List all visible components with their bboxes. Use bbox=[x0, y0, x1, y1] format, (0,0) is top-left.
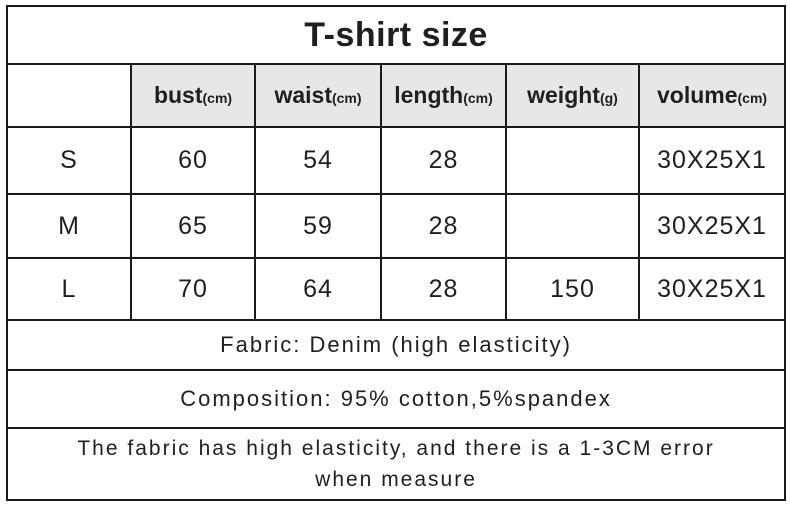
header-label-length: length bbox=[394, 82, 464, 108]
length-value-cell: 28 bbox=[380, 126, 507, 195]
header-label-volume: volume bbox=[656, 82, 738, 108]
measure-note: The fabric has high elasticity, and ther… bbox=[5, 427, 787, 501]
size-row-l: L 70 64 28 150 30X25X1 bbox=[6, 257, 787, 321]
header-row: bust(cm) waist(cm) length(cm) weight(g) … bbox=[6, 63, 787, 128]
header-label-bust: bust bbox=[153, 82, 203, 108]
size-label-cell: L bbox=[6, 257, 132, 321]
size-row-s: S 60 54 28 30X25X1 bbox=[6, 126, 787, 195]
measure-note-row: The fabric has high elasticity, and ther… bbox=[5, 427, 787, 501]
bust-value-cell: 60 bbox=[130, 126, 256, 195]
header-unit-length: (cm) bbox=[463, 90, 493, 106]
measure-note-line2: when measure bbox=[315, 468, 477, 491]
composition-row: Composition: 95% cotton,5%spandex bbox=[5, 369, 787, 429]
length-value-cell: 28 bbox=[380, 193, 507, 259]
header-unit-weight: (g) bbox=[599, 90, 618, 106]
header-cell-volume: volume(cm) bbox=[637, 63, 787, 128]
waist-value-cell: 54 bbox=[254, 126, 382, 195]
volume-value-cell: 30X25X1 bbox=[637, 257, 787, 321]
header-cell-corner bbox=[6, 63, 132, 128]
header-unit-waist: (cm) bbox=[331, 90, 362, 106]
title-row: T-shirt size bbox=[5, 5, 787, 65]
header-unit-bust: (cm) bbox=[202, 90, 233, 106]
weight-value-cell: 150 bbox=[505, 257, 640, 321]
waist-value-cell: 64 bbox=[254, 257, 382, 321]
size-row-m: M 65 59 28 30X25X1 bbox=[6, 193, 787, 259]
size-table: T-shirt size bust(cm) waist(cm) length(c… bbox=[5, 5, 787, 501]
size-chart-image: T-shirt size bust(cm) waist(cm) length(c… bbox=[5, 5, 787, 501]
header-cell-waist: waist(cm) bbox=[254, 63, 382, 128]
fabric-info: Fabric: Denim (high elasticity) bbox=[5, 319, 787, 371]
header-unit-volume: (cm) bbox=[737, 90, 768, 106]
bust-value-cell: 65 bbox=[130, 193, 256, 259]
composition-info: Composition: 95% cotton,5%spandex bbox=[5, 369, 787, 429]
header-label-waist: waist bbox=[274, 82, 332, 108]
waist-value-cell: 59 bbox=[254, 193, 382, 259]
size-label-cell: S bbox=[6, 126, 132, 195]
header-cell-bust: bust(cm) bbox=[130, 63, 256, 128]
header-cell-length: length(cm) bbox=[380, 63, 507, 128]
length-value-cell: 28 bbox=[380, 257, 507, 321]
weight-value-cell bbox=[505, 193, 640, 259]
fabric-row: Fabric: Denim (high elasticity) bbox=[5, 319, 787, 371]
header-cell-weight: weight(g) bbox=[505, 63, 640, 128]
volume-value-cell: 30X25X1 bbox=[637, 126, 787, 195]
size-label-cell: M bbox=[6, 193, 132, 259]
header-label-weight: weight bbox=[527, 82, 600, 108]
bust-value-cell: 70 bbox=[130, 257, 256, 321]
weight-value-cell bbox=[505, 126, 640, 195]
measure-note-line1: The fabric has high elasticity, and ther… bbox=[77, 436, 715, 460]
volume-value-cell: 30X25X1 bbox=[637, 193, 787, 259]
page-title: T-shirt size bbox=[5, 5, 787, 65]
